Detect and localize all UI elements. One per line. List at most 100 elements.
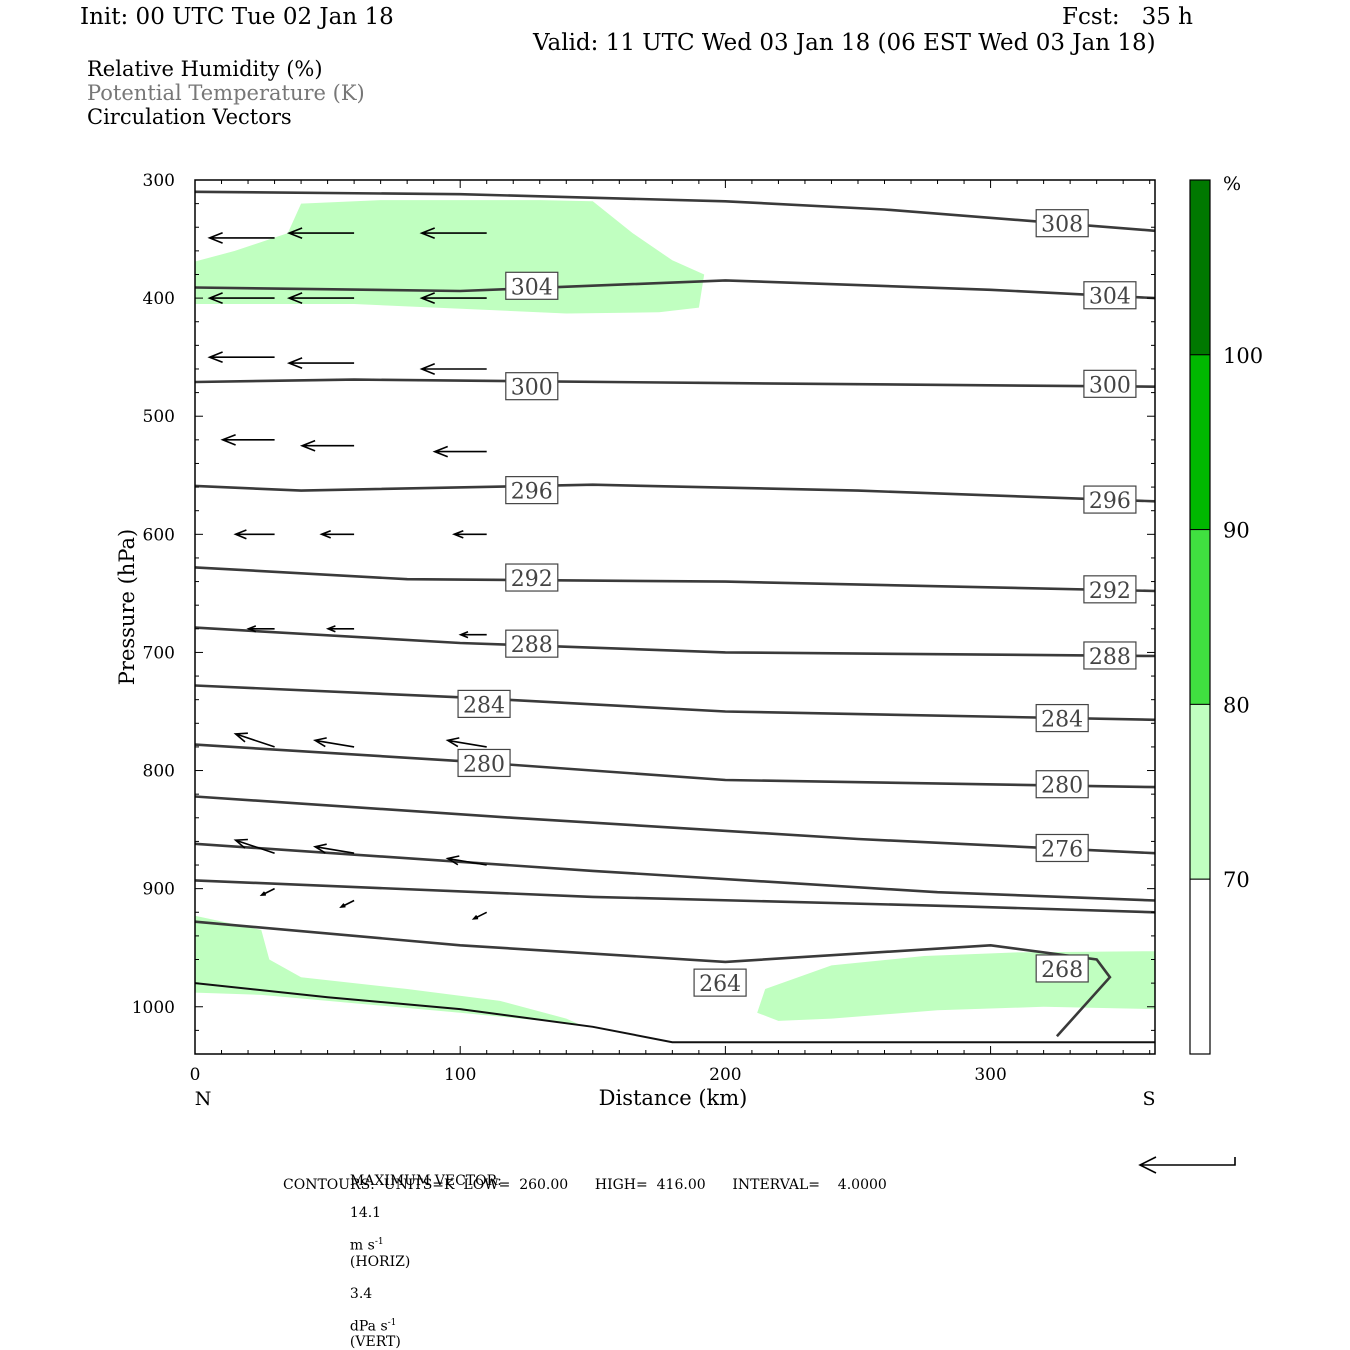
svg-text:276: 276 [1041,837,1083,862]
axis-ticks [194,179,1155,1055]
y-tick-label-300: 300 [143,171,175,191]
plot-frame [194,179,1156,1055]
x-tick-label-0: 0 [190,1065,201,1085]
theta-label-268: 268 [1035,954,1089,983]
theta-label-288-1: 288 [1083,641,1137,670]
contours-info: CONTOURS: UNITS=K LOW= 260.00 HIGH= 416.… [283,1177,887,1193]
vector-8 [259,887,275,897]
x-end-label-left: N [195,1088,212,1110]
y-tick-label-500: 500 [143,407,175,427]
theta-label-284: 284 [457,689,511,718]
theta-contour-288 [195,626,1155,658]
vector-12 [299,439,355,452]
theta-label-308: 308 [1035,209,1089,238]
max-vector-vert-value: 3.4 [349,1285,373,1302]
max-vector-label: MAXIMUM VECTOR: [349,1173,502,1189]
theta-label-280: 280 [457,748,511,777]
colorbar-swatch-0 [1189,179,1211,356]
vector-16 [312,843,355,854]
x-tick-label-200: 200 [709,1065,741,1085]
max-vector-horiz-unit: m s [349,1237,375,1254]
x-end-label-right: S [1142,1088,1155,1110]
y-tick-label-1000: 1000 [132,998,175,1018]
vector-19 [419,292,487,305]
x-axis-title: Distance (km) [599,1086,748,1110]
vector-11 [286,357,355,369]
svg-text:280: 280 [1041,774,1083,799]
svg-text:296: 296 [1089,489,1131,514]
svg-text:292: 292 [511,567,553,592]
max-vector-reference-arrow [1138,1156,1236,1174]
svg-text:280: 280 [463,752,505,777]
vector-23 [458,631,487,639]
rh-region-0 [195,200,705,314]
svg-text:300: 300 [1089,373,1131,398]
svg-text:288: 288 [511,633,553,658]
colorbar-level-100: 100 [1223,344,1263,368]
vector-21 [432,445,487,458]
theta-label-288: 288 [505,629,559,658]
legend-vectors: Circulation Vectors [87,105,292,129]
theta-contour-276 [195,795,1155,855]
max-vector-horiz-exp: -1 [374,1237,384,1247]
max-vector-horiz-tag: (HORIZ) [349,1253,411,1270]
theta-contour-264 [195,920,1112,1038]
theta-label-292: 292 [505,563,559,592]
circulation-vectors [207,227,488,920]
colorbar-unit: % [1223,173,1241,195]
vector-10 [286,292,355,305]
vector-17 [339,899,355,908]
colorbar-level-70: 70 [1223,868,1250,892]
y-tick-label-700: 700 [143,643,175,663]
init-time: Init: 00 UTC Tue 02 Jan 18 [80,4,394,30]
theta-label-292-1: 292 [1083,575,1137,604]
max-vector-vert-unit: dPa s [349,1318,388,1335]
vector-22 [452,529,487,539]
y-tick-label-900: 900 [143,880,175,900]
x-tick-label-100: 100 [444,1065,476,1085]
theta-contour-280 [195,743,1155,789]
svg-text:304: 304 [1089,285,1131,310]
max-vector-vert-tag: (VERT) [349,1334,401,1350]
vector-0 [207,231,275,244]
svg-text:264: 264 [699,972,741,997]
max-vector-vert-exp: -1 [387,1317,397,1328]
vector-20 [419,363,487,375]
legend-theta: Potential Temperature (K) [87,81,365,105]
theta-label-300: 300 [505,372,559,401]
max-vector-horiz-value: 14.1 [349,1205,382,1221]
svg-text:304: 304 [511,275,553,300]
theta-label-304: 304 [505,271,559,300]
svg-text:296: 296 [511,480,553,505]
theta-label-276: 276 [1035,833,1089,862]
theta-label-284-1: 284 [1035,703,1089,733]
svg-text:268: 268 [1041,958,1083,983]
theta-contour-308 [195,190,1155,233]
x-tick-label-300: 300 [974,1065,1006,1085]
svg-text:300: 300 [511,376,553,401]
theta-label-280-1: 280 [1035,770,1089,799]
theta-contours [195,190,1155,1044]
y-tick-label-800: 800 [143,762,175,782]
vector-26 [471,911,488,920]
y-axis-title: Pressure (hPa) [115,529,139,685]
vector-15 [312,737,355,748]
colorbar-level-90: 90 [1223,519,1250,543]
rh-region-2 [757,951,1155,1021]
vector-2 [207,351,275,364]
theta-contour-284 [195,684,1155,722]
vector-7 [233,838,275,854]
vector-13 [319,529,355,539]
terrain-line [195,982,1155,1044]
svg-text:288: 288 [1089,645,1131,670]
vector-6 [233,732,275,748]
colorbar-swatch-1 [1189,354,1211,531]
colorbar-swatch-4 [1189,878,1211,1055]
forecast-hour: Fcst: 35 h [1062,4,1193,30]
theta-contour-304 [195,279,1155,300]
theta-label-300-1: 300 [1083,369,1137,398]
theta-contour-300 [195,378,1155,388]
colorbar: % 70 80 90 100 [1189,173,1263,1055]
rh-fill-layer [195,200,1155,1025]
y-tick-label-600: 600 [143,525,175,545]
